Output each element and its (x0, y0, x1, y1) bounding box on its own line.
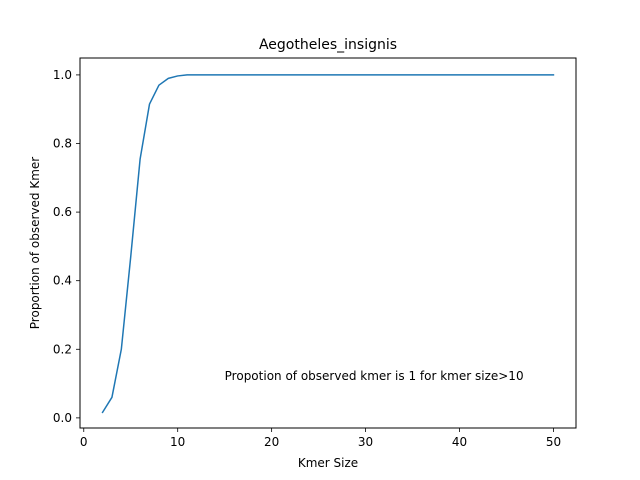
axes-frame (79, 57, 577, 429)
series-line (101, 74, 555, 414)
y-tick-label: 0.4 (53, 274, 72, 288)
y-axis-label: Proportion of observed Kmer (28, 157, 42, 329)
y-tick-label: 0.6 (53, 205, 72, 219)
x-tick-label: 20 (264, 435, 279, 449)
x-tick-label: 50 (546, 435, 561, 449)
x-tick-label: 40 (452, 435, 467, 449)
x-tick-label: 30 (358, 435, 373, 449)
y-axis: 0.0 0.2 0.4 0.6 0.8 1.0 (53, 68, 80, 425)
y-tick-label: 0.2 (53, 342, 72, 356)
x-tick-label: 10 (170, 435, 185, 449)
plot-area: Propotion of observed kmer is 1 for kmer… (101, 74, 555, 414)
y-tick-label: 0.8 (53, 137, 72, 151)
x-tick-label: 0 (80, 435, 88, 449)
chart-title: Aegotheles_insignis (259, 37, 397, 53)
y-tick-label: 1.0 (53, 68, 72, 82)
y-tick-label: 0.0 (53, 411, 72, 425)
x-axis-label: Kmer Size (298, 456, 358, 470)
annotation-text: Propotion of observed kmer is 1 for kmer… (225, 369, 524, 383)
x-axis: 0 10 20 30 40 50 (80, 428, 561, 449)
